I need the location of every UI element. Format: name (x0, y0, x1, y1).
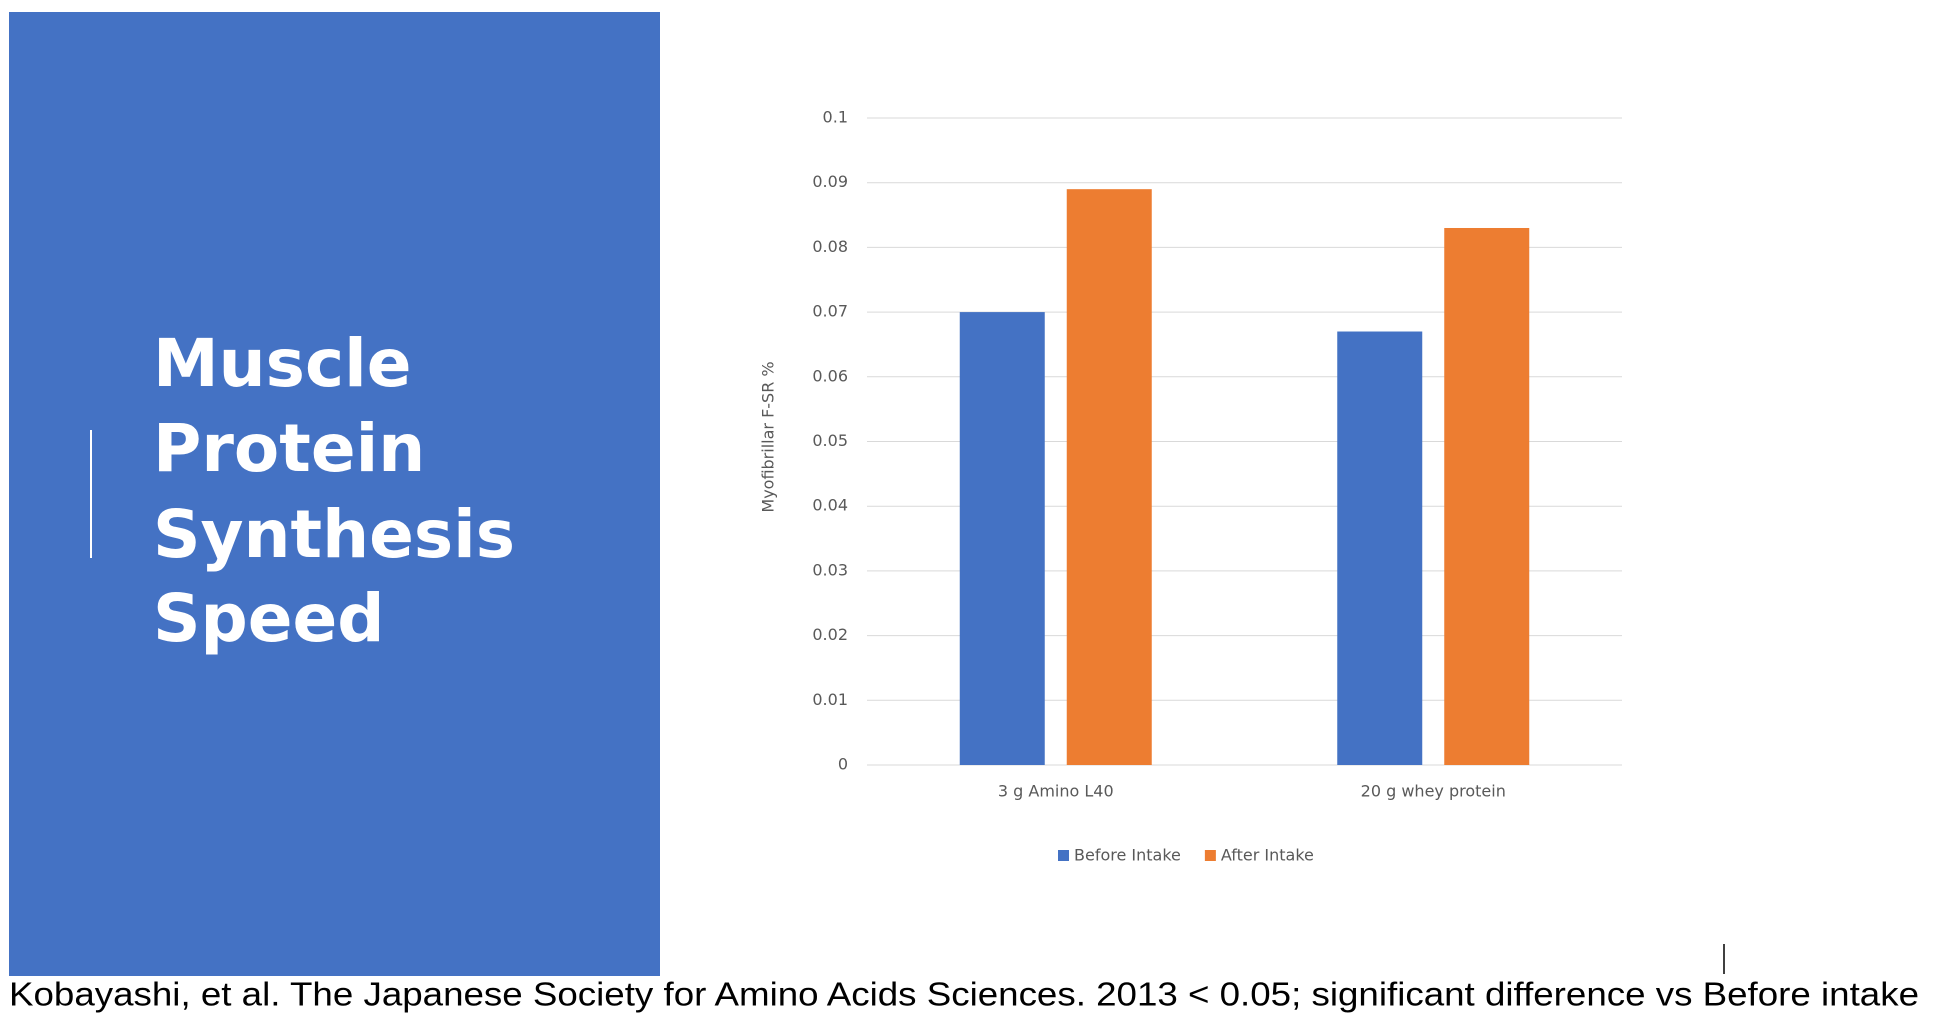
y-tick-label: 0.01 (812, 690, 848, 709)
title-line: Muscle (153, 325, 411, 402)
x-tick-label: 20 g whey protein (1361, 782, 1506, 801)
y-tick-label: 0.06 (812, 366, 848, 385)
y-tick-label: 0.04 (812, 496, 848, 515)
y-tick-label: 0.1 (823, 108, 848, 127)
legend-label: After Intake (1221, 846, 1314, 865)
y-tick-label: 0.07 (812, 302, 848, 321)
caption: Kobayashi, et al. The Japanese Society f… (9, 976, 1919, 1013)
bar (1337, 331, 1423, 765)
title-line: Protein (153, 410, 425, 487)
y-tick-label: 0 (838, 755, 848, 774)
y-tick-label: 0.09 (812, 172, 848, 191)
y-tick-label: 0.02 (812, 625, 848, 644)
bar (959, 312, 1045, 765)
y-axis-title: Myofibrillar F-SR % (759, 361, 778, 512)
title-line: Synthesis (153, 496, 515, 573)
y-tick-label: 0.05 (812, 431, 848, 450)
title-line: Speed (153, 580, 385, 657)
legend-swatch (1204, 850, 1216, 861)
bar (1444, 227, 1530, 766)
legend-swatch (1058, 850, 1069, 861)
legend-label: Before Intake (1074, 846, 1181, 865)
title-panel (9, 12, 660, 976)
bar (1066, 189, 1152, 766)
y-tick-label: 0.08 (812, 237, 848, 256)
y-tick-label: 0.03 (812, 560, 848, 579)
x-tick-label: 3 g Amino L40 (998, 782, 1114, 801)
